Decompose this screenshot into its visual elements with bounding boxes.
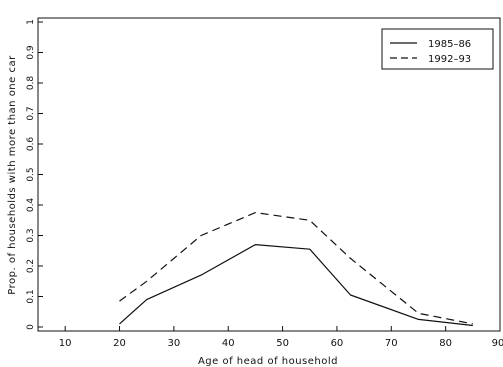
y-tick-label: 0.6 — [26, 137, 36, 152]
series-line-1985-86 — [119, 244, 473, 327]
y-tick-label: 0.8 — [26, 76, 36, 91]
y-axis-ticks: 0 0.1 0.2 0.3 0.4 0.5 0.6 0.7 0.8 0.9 1 — [26, 19, 43, 330]
legend: 1985–86 1992–93 — [381, 28, 494, 70]
x-tick-label: 70 — [385, 338, 398, 349]
x-tick-label: 40 — [222, 338, 235, 349]
series-line-1992-93 — [119, 212, 473, 325]
x-tick-label: 30 — [168, 338, 181, 349]
legend-label-1985-86: 1985–86 — [428, 39, 471, 50]
legend-label-1992-93: 1992–93 — [428, 54, 471, 65]
series-layer — [119, 212, 473, 327]
x-axis-label: Age of head of household — [198, 356, 338, 367]
y-tick-label: 0.9 — [26, 45, 36, 60]
x-tick-label: 60 — [331, 338, 344, 349]
y-tick-label: 0 — [26, 324, 36, 330]
x-axis-ticks: 10 20 30 40 50 60 70 80 90 — [59, 326, 503, 349]
y-tick-label: 0.1 — [26, 289, 36, 303]
y-tick-label: 0.4 — [26, 198, 36, 213]
x-tick-label: 10 — [59, 338, 72, 349]
legend-box — [381, 28, 494, 70]
x-tick-label: 20 — [113, 338, 126, 349]
y-tick-label: 0.7 — [26, 106, 36, 120]
x-tick-label: 90 — [492, 338, 503, 349]
y-tick-label: 0.5 — [26, 167, 36, 181]
x-tick-label: 50 — [276, 338, 289, 349]
y-tick-label: 0.2 — [26, 259, 36, 273]
y-axis-label: Prop. of households with more than one c… — [7, 55, 18, 295]
y-tick-label: 1 — [26, 19, 36, 25]
y-tick-label: 0.3 — [26, 228, 36, 242]
x-tick-label: 80 — [439, 338, 452, 349]
